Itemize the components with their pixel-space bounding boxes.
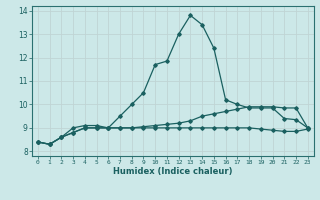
X-axis label: Humidex (Indice chaleur): Humidex (Indice chaleur) xyxy=(113,167,233,176)
